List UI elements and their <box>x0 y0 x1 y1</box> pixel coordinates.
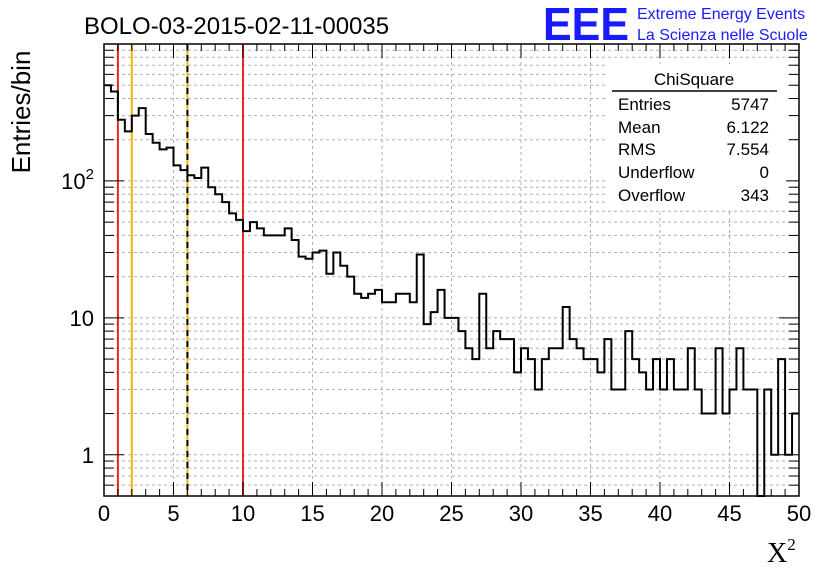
stats-value-overflow: 343 <box>741 186 769 205</box>
logo-mark: EEE <box>543 0 629 50</box>
stats-value-entries: 5747 <box>731 95 769 114</box>
x-tick-label: 50 <box>787 501 811 526</box>
x-tick-label: 15 <box>300 501 324 526</box>
stats-label-entries: Entries <box>618 95 671 114</box>
stats-value-rms: 7.554 <box>726 140 769 159</box>
x-tick-label: 45 <box>717 501 741 526</box>
stats-label-overflow: Overflow <box>618 186 686 205</box>
x-axis-title-base: X <box>767 538 787 569</box>
x-axis-title: X2 <box>767 535 796 569</box>
eee-logo: EEE Extreme Energy Events La Scienza nel… <box>543 0 808 50</box>
stats-label-rms: RMS <box>618 140 656 159</box>
y-tick-label-base: 10 <box>61 169 85 194</box>
x-tick-label: 5 <box>167 501 179 526</box>
x-axis-title-sup: 2 <box>787 535 796 554</box>
y-axis-title: Entries/bin <box>6 51 36 174</box>
x-tick-label: 40 <box>648 501 672 526</box>
x-tick-label: 25 <box>439 501 463 526</box>
stats-box-bg <box>606 64 786 210</box>
y-tick-label: 10 <box>70 306 94 331</box>
stats-box: ChiSquare Entries 5747 Mean 6.122 RMS 7.… <box>606 64 786 210</box>
logo-line-2: La Scienza nelle Scuole <box>637 27 808 44</box>
stats-label-mean: Mean <box>618 118 661 137</box>
chart-title: BOLO-03-2015-02-11-00035 <box>84 13 389 40</box>
x-tick-labels: 0 5 10 15 20 25 30 35 40 45 50 <box>98 501 811 526</box>
x-tick-label: 35 <box>578 501 602 526</box>
x-tick-label: 10 <box>231 501 255 526</box>
logo-line-1: Extreme Energy Events <box>637 6 805 23</box>
y-tick-label: 1 <box>82 443 94 468</box>
y-tick-label-base: 10 <box>70 306 94 331</box>
axis-ticks <box>103 43 800 497</box>
y-tick-label-base: 1 <box>82 443 94 468</box>
y-tick-label-exponent: 2 <box>86 166 94 183</box>
grid-lines <box>104 43 799 497</box>
stats-value-underflow: 0 <box>760 163 769 182</box>
stats-label-underflow: Underflow <box>618 163 695 182</box>
stats-value-mean: 6.122 <box>726 118 769 137</box>
x-tick-label: 30 <box>509 501 533 526</box>
histogram-series <box>104 84 799 497</box>
y-tick-label: 102 <box>61 166 94 194</box>
x-tick-label: 20 <box>370 501 394 526</box>
stats-title: ChiSquare <box>654 70 734 89</box>
x-tick-label: 0 <box>98 501 110 526</box>
